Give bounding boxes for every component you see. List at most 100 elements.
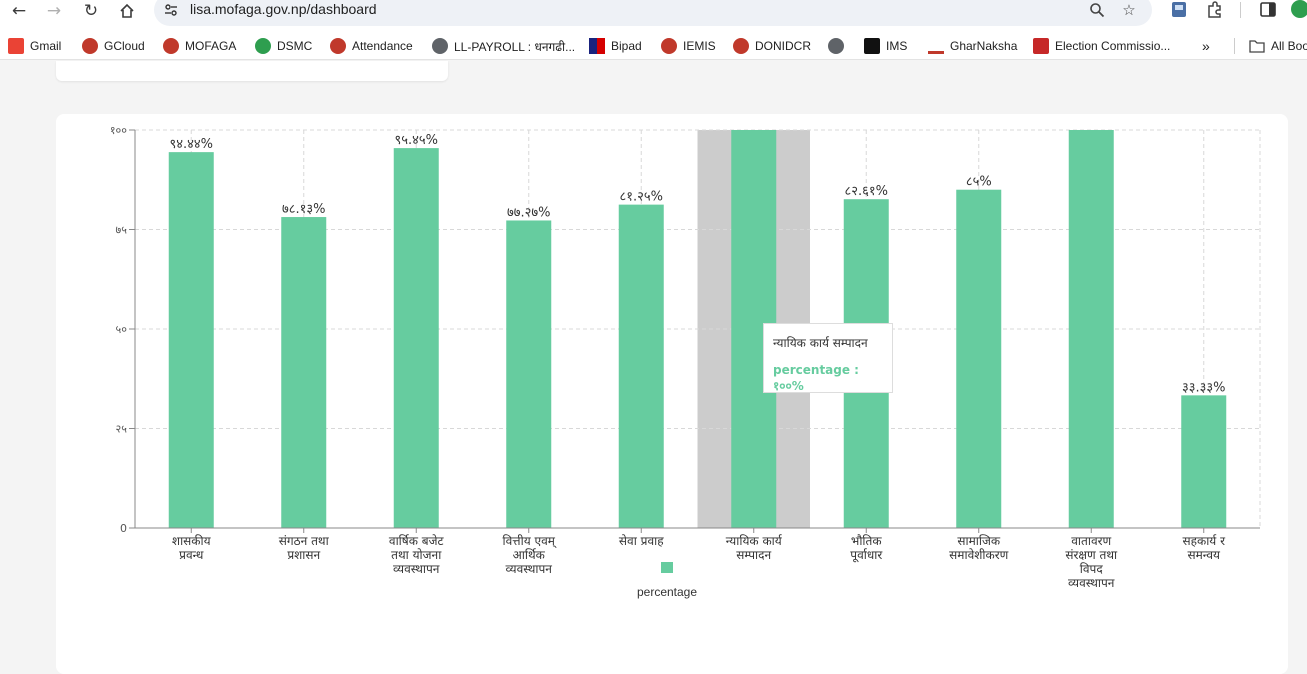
x-category-label: पूर्वाधार: [850, 548, 883, 563]
mofaga-logo-icon: [330, 38, 346, 54]
x-category-label: सम्पादन: [736, 548, 771, 562]
x-category-label: वित्तीय एवम्: [503, 534, 557, 549]
bookmark-label: Bipad: [611, 39, 642, 53]
x-category-label: प्रशासन: [287, 548, 320, 562]
bar-value-label: ८२.६१%: [844, 184, 888, 199]
forward-arrow-icon[interactable]: →: [46, 1, 62, 21]
y-tick-label: 0: [120, 522, 127, 535]
bookmark-gcloud[interactable]: GCloud: [82, 37, 145, 55]
site-settings-icon[interactable]: [163, 2, 179, 18]
bookmark-label: Election Commissio...: [1055, 39, 1171, 53]
bookmark-label: DSMC: [277, 39, 313, 53]
reload-icon[interactable]: ↻: [83, 1, 99, 21]
bookmarks-divider: [1234, 38, 1235, 54]
legend-label[interactable]: percentage: [636, 585, 698, 599]
bar-3[interactable]: [393, 148, 439, 528]
bookmark-label: Attendance: [352, 39, 413, 53]
bar-value-label: ८१.२५%: [619, 190, 663, 205]
url-text[interactable]: lisa.mofaga.gov.np/dashboard: [190, 1, 377, 17]
bar-2[interactable]: [281, 217, 327, 528]
mofaga-logo-icon: [733, 38, 749, 54]
mofaga-logo-icon: [82, 38, 98, 54]
toolbar-divider: [1240, 2, 1241, 18]
extension-icon[interactable]: [1169, 0, 1189, 20]
x-category-label: भौतिक: [851, 534, 882, 548]
bookmark-label: LL-PAYROLL : धनगढी...: [454, 39, 576, 54]
chart-tooltip: न्यायिक कार्य सम्पादन percentage : १००%: [763, 323, 893, 393]
bookmark-iemis[interactable]: IEMIS: [661, 37, 716, 55]
bookmark-label: Gmail: [30, 39, 62, 53]
bookmark-gmail[interactable]: Gmail: [8, 37, 61, 55]
bookmark-bipad[interactable]: Bipad: [589, 37, 642, 55]
bookmark-attendance[interactable]: Attendance: [330, 37, 413, 55]
x-category-label: व्यवस्थापन: [506, 562, 553, 576]
dsmc-logo-icon: [255, 38, 271, 54]
x-category-label: प्रवन्ध: [179, 548, 204, 562]
x-category-label: समावेशीकरण: [949, 548, 1008, 562]
side-panel-icon[interactable]: [1258, 0, 1278, 20]
legend-swatch[interactable]: [661, 562, 673, 573]
home-icon[interactable]: [113, 0, 141, 22]
bookmark-label: MOFAGA: [185, 39, 237, 53]
bookmarks-bar: Gmail GCloud MOFAGA DSMC Attendance LL-P…: [0, 32, 1307, 60]
house-icon: [928, 38, 944, 54]
profile-avatar-icon[interactable]: [1290, 0, 1307, 20]
x-category-label: व्यवस्थापन: [393, 562, 440, 576]
bar-value-label: ७७.२७%: [507, 205, 551, 220]
x-category-label: संरक्षण तथा: [1065, 548, 1118, 562]
bookmark-mofaga[interactable]: MOFAGA: [163, 37, 236, 55]
x-category-label: व्यवस्थापन: [1068, 576, 1115, 590]
x-category-label: वार्षिक बजेट: [389, 534, 445, 548]
bookmark-globe[interactable]: [828, 37, 850, 55]
y-tick-label: २५: [116, 423, 128, 436]
bar-4[interactable]: [506, 220, 552, 528]
bookmark-ims[interactable]: IMS: [864, 37, 907, 55]
ims-logo-icon: [864, 38, 880, 54]
bar-1[interactable]: [168, 152, 214, 529]
tooltip-value: percentage : १००%: [773, 363, 859, 393]
election-commission-icon: [1033, 38, 1049, 54]
bookmark-label: IEMIS: [683, 39, 716, 53]
bookmark-label: GharNaksha: [950, 39, 1018, 53]
tooltip-title: न्यायिक कार्य सम्पादन: [773, 336, 868, 350]
x-category-label: सेवा प्रवाह: [619, 534, 664, 548]
bookmark-ll-payroll[interactable]: LL-PAYROLL : धनगढी...: [432, 37, 575, 55]
back-arrow-icon[interactable]: ←: [11, 1, 27, 21]
mofaga-logo-icon: [661, 38, 677, 54]
bar-9[interactable]: [1068, 130, 1114, 528]
x-category-label: शासकीय: [172, 534, 212, 548]
bookmark-label: IMS: [886, 39, 908, 53]
bookmark-label: GCloud: [104, 39, 145, 53]
bookmark-label: DONIDCR: [755, 39, 811, 53]
y-tick-label: ७५: [116, 224, 128, 237]
chart-legend: percentage: [600, 562, 734, 600]
x-category-label: समन्वय: [1187, 548, 1221, 562]
more-bookmarks-chevron-icon[interactable]: »: [1202, 38, 1210, 54]
bookmark-dsmc[interactable]: DSMC: [255, 37, 312, 55]
bar-value-label: ९५.४५%: [394, 133, 438, 148]
bookmark-donidcr[interactable]: DONIDCR: [733, 37, 811, 55]
bookmark-label: All Boo: [1271, 39, 1307, 53]
address-bar[interactable]: [154, 0, 1152, 26]
y-tick-label: १००: [110, 124, 127, 137]
x-category-label: विपद: [1080, 562, 1104, 576]
mofaga-logo-icon: [163, 38, 179, 54]
bar-10[interactable]: [1181, 395, 1227, 528]
y-tick-label: ५०: [116, 323, 128, 336]
extensions-puzzle-icon[interactable]: [1205, 0, 1225, 20]
globe-icon: [432, 38, 448, 54]
bookmark-all-bookmarks[interactable]: All Boo: [1249, 37, 1307, 55]
bookmark-election-commission[interactable]: Election Commissio...: [1033, 37, 1170, 55]
bookmark-star-icon[interactable]: ☆: [1122, 1, 1136, 19]
x-category-label: सहकार्य र: [1183, 534, 1227, 548]
gmail-icon: [8, 38, 24, 54]
bar-8[interactable]: [956, 189, 1002, 528]
bookmark-gharnaksha[interactable]: GharNaksha: [928, 37, 1017, 55]
bar-5[interactable]: [618, 204, 664, 528]
x-category-label: संगठन तथा: [279, 534, 330, 548]
previous-card: [56, 61, 448, 81]
zoom-icon[interactable]: [1086, 0, 1108, 20]
bar-value-label: ३३.३३%: [1182, 380, 1226, 395]
bar-value-label: ७८.१३%: [282, 202, 326, 217]
